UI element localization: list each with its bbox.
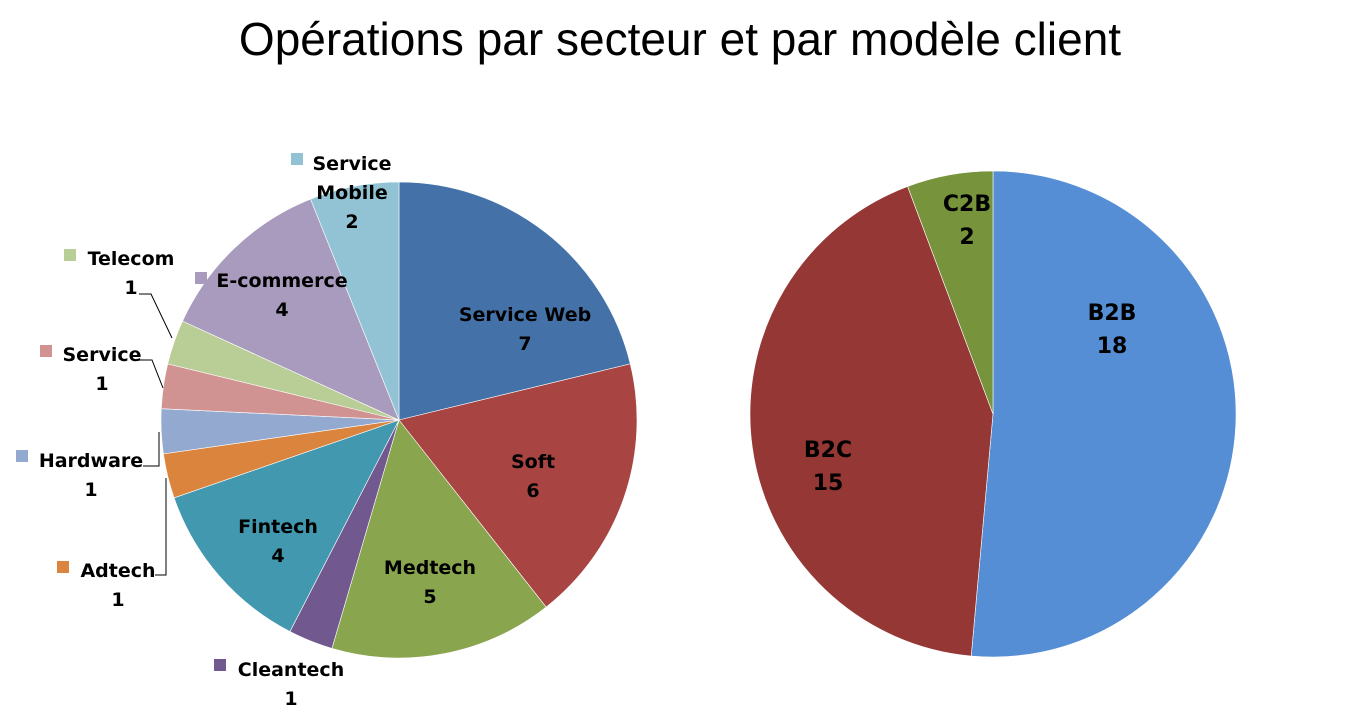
- legend-key-adtech: [57, 561, 69, 573]
- leader-line-adtech: [155, 478, 167, 576]
- legend-key-cleantech: [214, 659, 226, 671]
- label-service-mobile: Service Mobile 2: [313, 153, 392, 233]
- label-medtech: Medtech 5: [384, 557, 476, 608]
- sector-slice-service-mobile: [310, 181, 400, 421]
- label-service-web: Service Web 7: [459, 304, 591, 355]
- label-b2c: B2C 15: [804, 438, 852, 496]
- label-soft: Soft 6: [511, 451, 555, 502]
- label-adtech: Adtech 1: [80, 560, 155, 611]
- model-slice-c2b: [907, 170, 994, 415]
- sector-slice-e-commerce: [182, 198, 400, 421]
- label-telecom: Telecom 1: [88, 248, 175, 299]
- legend-key-e-commerce: [195, 272, 207, 284]
- label-b2b: B2B 18: [1088, 301, 1137, 359]
- sector-slice-medtech: [331, 419, 547, 659]
- label-e-commerce: E-commerce 4: [216, 270, 347, 321]
- label-hardware: Hardware 1: [39, 450, 143, 501]
- label-cleantech: Cleantech 1: [238, 659, 344, 710]
- label-fintech: Fintech 4: [238, 516, 318, 567]
- legend-key-telecom: [64, 249, 76, 261]
- sector-slice-soft: [398, 363, 638, 608]
- leader-line-telecom: [139, 293, 173, 339]
- leader-line-service: [138, 359, 164, 389]
- label-service: Service 1: [63, 344, 142, 395]
- model-slice-b2c: [749, 186, 994, 657]
- legend-key-hardware: [16, 450, 28, 462]
- sector-slice-service-web: [398, 181, 631, 421]
- model-slice-b2b: [970, 170, 1237, 658]
- label-c2b: C2B 2: [943, 192, 991, 250]
- legend-key-service-mobile: [291, 153, 303, 165]
- leader-line-hardware: [143, 432, 160, 467]
- sector-slice-fintech: [173, 419, 400, 632]
- legend-key-service: [40, 345, 52, 357]
- page-title: Opérations par secteur et par modèle cli…: [238, 13, 1122, 65]
